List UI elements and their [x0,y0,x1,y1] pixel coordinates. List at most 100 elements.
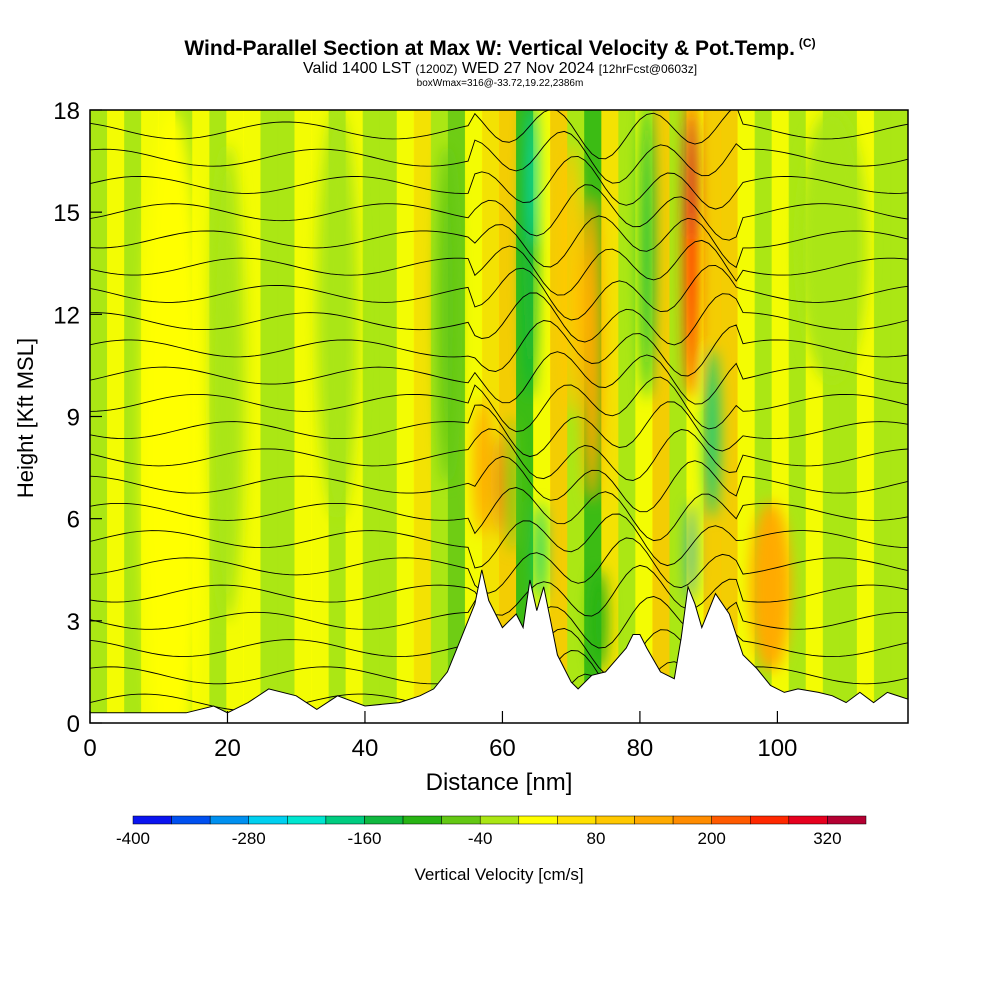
theta-contour [90,184,908,241]
velocity-feature-updraft-72 [581,195,603,502]
velocity-band [873,110,892,723]
box-wmax-info: boxWmax=316@-33.72,19.22,2386m [416,78,584,89]
plot-area [90,110,908,723]
colorbar-tick-label: 320 [813,829,841,848]
colorbar-swatch [711,815,751,825]
y-tick-label: 18 [53,98,80,125]
chart-title-text: Wind-Parallel Section at Max W: Vertical… [184,37,795,60]
colorbar-tick-label: -280 [232,829,266,848]
y-tick-label: 15 [53,200,80,227]
colorbar-swatch [750,815,790,825]
theta-contour [90,155,908,210]
copyright-mark: (C) [798,36,816,50]
colorbar-swatch [479,815,520,825]
velocity-band [124,110,142,723]
y-tick-label: 6 [67,507,80,534]
y-tick-label: 3 [67,609,80,636]
velocity-band [294,110,313,723]
y-axis: 0 3 6 9 12 15 18 [53,98,102,738]
velocity-feature-downdraft-90 [705,348,719,519]
colorbar-tick-label: 80 [586,829,605,848]
colorbar-tick-label: -160 [347,829,381,848]
velocity-feature-red-core-60 [496,433,502,536]
velocity-band [669,110,688,723]
colorbar-swatch [827,815,867,825]
velocity-feature-green-band-west [210,144,245,621]
y-tick-label: 9 [67,405,80,432]
valid-time-lst: Valid 1400 LST [302,60,411,77]
y-tick-label: 0 [67,711,80,738]
x-tick-label: 0 [83,735,96,762]
theta-contour [90,428,908,481]
colorbar-swatch [248,815,288,825]
velocity-band [737,110,756,723]
colorbar-tick-label: -400 [116,829,150,848]
velocity-feature-yellow-band-west [141,110,204,723]
colorbar-swatch [441,815,481,825]
terrain [90,569,908,723]
velocity-feature-orange-59 [473,399,491,536]
colorbar-tick-label: 200 [697,829,725,848]
chart-title: Wind-Parallel Section at Max W: Vertical… [0,36,1000,61]
velocity-feature-green-plume-52 [437,144,458,485]
velocity-feature-green-band-30 [316,110,359,519]
theta-contour [90,215,908,269]
theta-contour [90,351,908,405]
velocity-feature-downdraft-81 [639,110,654,400]
x-tick-label: 100 [757,735,797,762]
colorbar-tick-label: -40 [468,829,493,848]
colorbar-swatch [364,815,404,825]
velocity-band [243,110,262,723]
velocity-band [720,110,739,723]
velocity-band [379,110,398,723]
theta-contour [90,110,908,160]
velocity-feature-updraft-70 [560,144,582,417]
colorbar-label: Vertical Velocity [cm/s] [414,865,583,884]
velocity-band [260,110,279,723]
x-tick-label: 60 [489,735,516,762]
theta-contours [90,110,908,723]
velocity-band [464,110,483,723]
colorbar-swatch [672,815,712,825]
theta-contour [90,130,908,184]
valid-time-utc: (1200Z) [415,62,458,76]
colorbar-swatch [171,815,211,825]
theta-contour [90,401,908,458]
colorbar-swatch [209,815,249,825]
colorbar: -400 -280 -160 -40 80 200 320 [116,815,867,848]
colorbar-swatch [595,815,635,825]
chart-subtitle: Valid 1400 LST (1200Z) WED 27 Nov 2024 [… [0,60,1000,78]
forecast-info: [12hrFcst@0603z] [598,62,698,76]
velocity-band [413,110,432,723]
colorbar-swatch [518,815,558,825]
velocity-feature-downdraft-65-low [535,501,546,604]
theta-contour [90,292,908,346]
velocity-band [652,110,671,723]
velocity-band [890,110,908,723]
theta-contour [90,455,908,513]
velocity-band [396,110,415,723]
velocity-feature-green-east-upper [798,110,867,383]
theta-contour [90,376,908,433]
velocity-band [362,110,381,723]
colorbar-swatch [788,815,828,825]
velocity-feature-green-61 [507,416,518,553]
theta-contour [90,564,908,617]
theta-contour [90,537,908,594]
velocity-feature-orange-east [749,501,792,672]
velocity-band [107,110,125,723]
theta-contour [90,320,908,377]
velocity-band [499,110,517,723]
theta-contour [90,487,908,542]
x-tick-label: 40 [352,735,379,762]
velocity-feature-downdraft-87-low [688,501,695,604]
velocity-feature-green-75-low [590,569,608,672]
valid-date: WED 27 Nov 2024 [461,60,595,77]
y-axis-label: Height [Kft MSL] [13,338,38,498]
x-axis-label: Distance [nm] [426,769,573,796]
x-axis: 0 20 40 60 80 100 [83,711,797,762]
colorbar-swatch [132,815,172,825]
colorbar-swatch [287,815,327,825]
velocity-band [277,110,296,723]
